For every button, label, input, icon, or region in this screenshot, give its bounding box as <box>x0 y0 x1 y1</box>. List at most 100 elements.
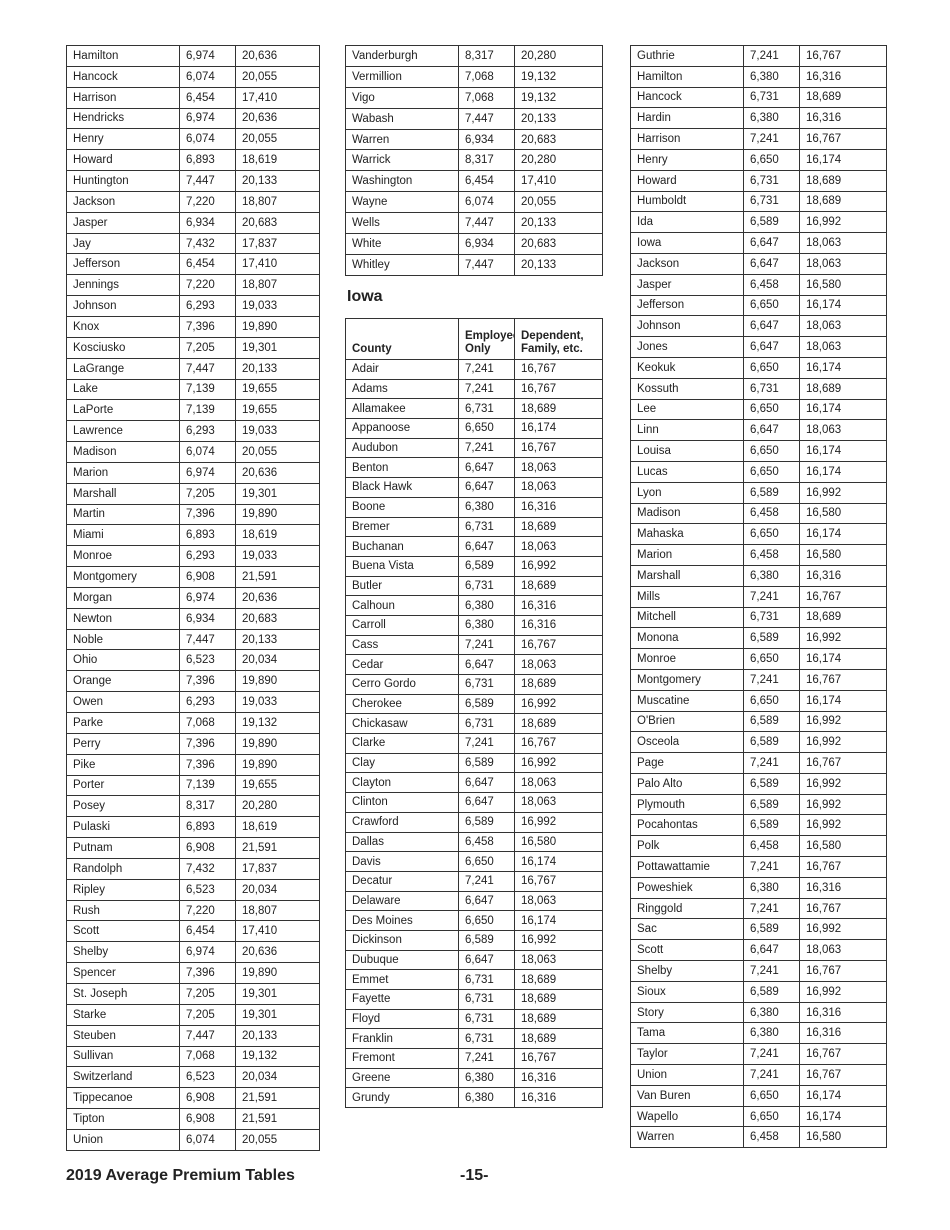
table-row: Clay 6,589 16,992 <box>345 752 603 774</box>
county-cell: Clay <box>345 752 459 774</box>
table-row: Decatur 7,241 16,767 <box>345 870 603 892</box>
employee-only-cell: 6,074 <box>179 1128 236 1151</box>
dependent-family-cell: 17,837 <box>235 857 320 880</box>
employee-only-cell: 7,432 <box>179 857 236 880</box>
employee-only-cell: 6,731 <box>458 989 515 1010</box>
county-cell: Allamakee <box>345 398 459 420</box>
dependent-family-cell: 19,132 <box>235 712 320 734</box>
table-row: Audubon 7,241 16,767 <box>345 437 603 459</box>
dependent-family-cell: 19,301 <box>235 482 320 505</box>
employee-only-cell: 6,647 <box>743 232 800 254</box>
table-row: Warren 6,934 20,683 <box>345 128 603 151</box>
employee-only-cell: 7,068 <box>179 1045 236 1068</box>
dependent-family-cell: 16,174 <box>799 440 887 462</box>
table-row: Palo Alto 6,589 16,992 <box>630 772 887 795</box>
table-row: LaPorte 7,139 19,655 <box>66 399 320 422</box>
county-cell: Wells <box>345 212 459 235</box>
table-row: Clarke 7,241 16,767 <box>345 733 603 754</box>
table-row: Warren 6,458 16,580 <box>630 1126 887 1149</box>
dependent-family-cell: 20,280 <box>514 149 603 172</box>
dependent-family-cell: 19,301 <box>235 336 320 359</box>
county-cell: Benton <box>345 457 459 479</box>
dependent-family-cell: 18,689 <box>514 398 603 420</box>
county-cell: Taylor <box>630 1043 744 1066</box>
employee-only-cell: 6,380 <box>458 595 515 616</box>
dependent-family-cell: 18,807 <box>235 190 320 213</box>
employee-only-cell: 6,974 <box>179 45 236 67</box>
dependent-family-cell: 18,689 <box>514 969 603 990</box>
employee-only-cell: 8,317 <box>458 149 515 172</box>
employee-only-cell: 7,241 <box>743 1064 800 1086</box>
table-row: Linn 6,647 18,063 <box>630 419 887 442</box>
county-cell: Appanoose <box>345 418 459 439</box>
table-row: Clinton 6,647 18,063 <box>345 792 603 813</box>
employee-only-cell: 6,454 <box>179 253 236 276</box>
dependent-family-cell: 16,992 <box>799 980 887 1003</box>
employee-only-cell: 7,241 <box>458 1048 515 1069</box>
table-row: Wabash 7,447 20,133 <box>345 107 603 130</box>
table-row: Carroll 6,380 16,316 <box>345 614 603 636</box>
county-cell: Montgomery <box>66 566 180 588</box>
table-row: Putnam 6,908 21,591 <box>66 837 320 859</box>
dependent-family-cell: 20,636 <box>235 941 320 964</box>
table-row: Morgan 6,974 20,636 <box>66 586 320 609</box>
table-row: Spencer 7,396 19,890 <box>66 962 320 984</box>
employee-only-cell: 6,731 <box>458 398 515 420</box>
county-cell: Adair <box>345 359 459 380</box>
county-cell: Warren <box>345 128 459 151</box>
table-row: Crawford 6,589 16,992 <box>345 811 603 833</box>
dependent-family-cell: 16,174 <box>799 356 887 379</box>
dependent-family-cell: 18,063 <box>799 336 887 358</box>
employee-only-cell: 6,589 <box>743 814 800 837</box>
county-cell: Page <box>630 752 744 774</box>
county-cell: Marshall <box>66 482 180 505</box>
dependent-family-cell: 16,992 <box>799 211 887 234</box>
employee-only-cell: 6,589 <box>458 811 515 833</box>
employee-only-cell: 6,458 <box>743 835 800 858</box>
employee-only-cell: 7,241 <box>743 668 800 691</box>
county-cell: Iowa <box>630 232 744 254</box>
county-cell: Kossuth <box>630 377 744 400</box>
county-cell: Monona <box>630 627 744 650</box>
employee-only-cell: 6,650 <box>743 648 800 670</box>
employee-only-cell: 6,934 <box>179 211 236 234</box>
county-cell: Cherokee <box>345 693 459 715</box>
employee-only-cell: 6,458 <box>743 273 800 296</box>
county-cell: Hendricks <box>66 107 180 130</box>
county-cell: Boone <box>345 496 459 518</box>
table-row: Tama 6,380 16,316 <box>630 1022 887 1045</box>
employee-only-cell: 6,650 <box>743 398 800 421</box>
table-row: Cass 7,241 16,767 <box>345 634 603 656</box>
table-row: Owen 6,293 19,033 <box>66 691 320 713</box>
dependent-family-cell: 20,683 <box>514 128 603 151</box>
table-row: Newton 6,934 20,683 <box>66 607 320 630</box>
county-cell: Scott <box>630 939 744 962</box>
county-cell: Jackson <box>630 252 744 275</box>
county-cell: Spencer <box>66 962 180 984</box>
dependent-family-cell: 19,890 <box>235 753 320 776</box>
dependent-family-cell: 16,767 <box>514 634 603 656</box>
county-cell: Scott <box>66 920 180 943</box>
dependent-family-cell: 20,055 <box>514 191 603 214</box>
employee-only-cell: 6,647 <box>458 772 515 794</box>
employee-only-cell: 6,647 <box>743 252 800 275</box>
dependent-family-cell: 16,767 <box>799 45 887 67</box>
employee-only-cell: 7,205 <box>179 482 236 505</box>
table-row: Cerro Gordo 6,731 18,689 <box>345 674 603 695</box>
county-cell: Warrick <box>345 149 459 172</box>
dependent-family-cell: 19,301 <box>235 1003 320 1026</box>
employee-only-cell: 6,380 <box>743 107 800 130</box>
table-row: Hancock 6,731 18,689 <box>630 86 887 109</box>
table-row: Martin 7,396 19,890 <box>66 503 320 526</box>
dependent-family-cell: 20,636 <box>235 586 320 609</box>
employee-only-cell: 6,934 <box>458 233 515 255</box>
county-cell: Marshall <box>630 564 744 587</box>
header-employee-only: Employee-Only <box>458 318 515 360</box>
county-cell: Osceola <box>630 731 744 754</box>
county-cell: Van Buren <box>630 1084 744 1107</box>
employee-only-cell: 6,650 <box>743 1084 800 1107</box>
table-row: Adair 7,241 16,767 <box>345 359 603 380</box>
dependent-family-cell: 16,316 <box>514 1087 603 1109</box>
county-cell: Wabash <box>345 107 459 130</box>
dependent-family-cell: 20,034 <box>235 649 320 672</box>
